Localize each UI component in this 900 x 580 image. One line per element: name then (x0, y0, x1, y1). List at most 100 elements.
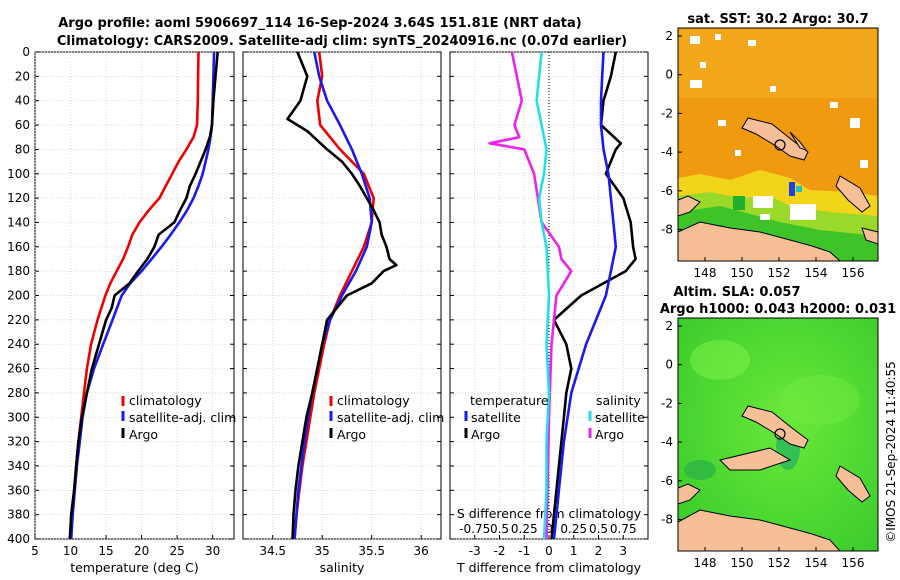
lat-tick-label: -8 (661, 513, 673, 527)
legend-satellite: satellite-adj. clim (129, 410, 236, 425)
x-tick-label: 15 (98, 544, 113, 558)
legend-climatology: climatology (337, 393, 410, 408)
lon-tick-label: 156 (842, 556, 865, 570)
x-tick-label: 5 (31, 544, 39, 558)
sst-map (678, 28, 878, 261)
series-line-satellite-adj-clim (293, 51, 374, 540)
series-line-temperature-satellite (552, 51, 618, 540)
lat-tick-label: -4 (661, 435, 673, 449)
y-tick-label: 0 (22, 45, 30, 59)
x-tick-label: 35.5 (358, 544, 385, 558)
lat-tick-label: -8 (661, 223, 673, 237)
lat-tick-label: 2 (665, 319, 673, 333)
x-tick-label: 34.5 (259, 544, 286, 558)
y-tick-label: 300 (7, 410, 30, 424)
y-tick-label: 360 (7, 483, 30, 497)
lat-tick-label: -4 (661, 145, 673, 159)
x-axis-label: salinity (320, 560, 365, 575)
series-line-temperature-argo (550, 51, 637, 540)
y-tick-label: 100 (7, 167, 30, 181)
secondary-x-axis-label: S difference from climatology (457, 506, 642, 521)
lat-tick-label: -2 (661, 396, 673, 410)
legend-satellite: satellite-adj. clim (337, 410, 444, 425)
legend-temp-argo: Argo (471, 427, 500, 442)
sla-map-title-line2: Argo h1000: 0.043 h2000: 0.031 (660, 302, 896, 317)
timestamp: ©IMOS 21-Sep-2024 11:40:55 (884, 361, 898, 543)
argo-location-marker (774, 139, 786, 151)
x-tick-label: -1 (518, 544, 530, 558)
secondary-x-tick-label: 0.75 (610, 522, 637, 536)
depth-axis: 0 20 40 60 80 100 120 140 160 180 200 220 240 260 280 3… (7, 45, 30, 546)
salinity-panel: 34.5 35 35.5 36 salinity (242, 51, 442, 575)
y-tick-label: 140 (7, 215, 30, 229)
title-line2: Climatology: CARS2009. Satellite-adj cli… (57, 34, 627, 49)
grid (243, 51, 441, 540)
x-tick-label: -3 (469, 544, 481, 558)
lon-tick-label: 150 (731, 556, 754, 570)
sla-map-title-line1: Altim. SLA: 0.057 (674, 285, 801, 300)
x-tick-label: 3 (619, 544, 627, 558)
y-tick-label: 380 (7, 508, 30, 522)
secondary-x-tick-label: 0.5 (490, 522, 509, 536)
legend-climatology: climatology (129, 393, 202, 408)
x-tick-label: 1 (570, 544, 578, 558)
x-axis-label: temperature (deg C) (70, 560, 199, 575)
sst-map-title: sat. SST: 30.2 Argo: 30.7 (687, 12, 868, 27)
lon-tick-label: 154 (805, 556, 828, 570)
legend-salinity-heading: salinity (596, 393, 641, 408)
series-line-climatology (293, 51, 376, 540)
sla-map (678, 318, 878, 551)
y-tick-label: 240 (7, 337, 30, 351)
lon-tick-label: 152 (768, 266, 791, 280)
secondary-x-tick-label: 0.5 (589, 522, 608, 536)
y-tick-label: 40 (15, 94, 30, 108)
x-tick-label: -2 (494, 544, 506, 558)
series-line-salinity-argo (488, 51, 573, 540)
lat-tick-label: 2 (665, 29, 673, 43)
lat-tick-label: 0 (665, 68, 673, 82)
y-tick-label: 80 (15, 142, 30, 156)
x-tick-label: 25 (170, 544, 185, 558)
lon-tick-label: 152 (768, 556, 791, 570)
series-line-salinity-satellite (535, 51, 551, 540)
y-tick-label: 160 (7, 240, 30, 254)
x-tick-label: 2 (595, 544, 603, 558)
grid (34, 51, 234, 540)
y-tick-label: 200 (7, 289, 30, 303)
lon-tick-label: 148 (694, 556, 717, 570)
series-line-argo (68, 51, 219, 540)
y-tick-label: 60 (15, 118, 30, 132)
lat-tick-label: -6 (661, 184, 673, 198)
lon-tick-label: 154 (805, 266, 828, 280)
lon-tick-label: 148 (694, 266, 717, 280)
y-tick-label: 280 (7, 386, 30, 400)
argo-location-marker (774, 428, 786, 440)
legend-argo: Argo (337, 427, 366, 442)
legend-temperature-heading: temperature (470, 393, 549, 408)
y-tick-label: 340 (7, 459, 30, 473)
temperature-legend: climatology satellite-adj. clim Argo (121, 393, 236, 442)
secondary-x-tick-label: 0 (545, 522, 553, 536)
y-tick-label: 20 (15, 69, 30, 83)
y-tick-label: 220 (7, 313, 30, 327)
lon-tick-label: 150 (731, 266, 754, 280)
legend-argo: Argo (129, 427, 158, 442)
y-tick-label: 260 (7, 362, 30, 376)
difference-panel: -3 -2 -1 0 1 2 3 T difference from climatology S… (449, 51, 649, 575)
x-tick-label: 36 (414, 544, 429, 558)
legend-sal-satellite: satellite (595, 410, 645, 425)
lon-tick-label: 156 (842, 266, 865, 280)
lat-tick-label: -6 (661, 474, 673, 488)
legend-temp-satellite: satellite (471, 410, 521, 425)
secondary-x-tick-label: 0.25 (560, 522, 587, 536)
series-line-argo (286, 51, 398, 540)
secondary-x-tick-label: 0.25 (511, 522, 538, 536)
x-tick-label: 10 (63, 544, 78, 558)
difference-legend: temperature satellite Argo salinity sate… (464, 393, 645, 442)
lat-tick-label: -2 (661, 106, 673, 120)
x-tick-label: 30 (205, 544, 220, 558)
x-axis-label: T difference from climatology (456, 560, 642, 575)
x-tick-label: 35 (315, 544, 330, 558)
x-tick-label: 20 (134, 544, 149, 558)
